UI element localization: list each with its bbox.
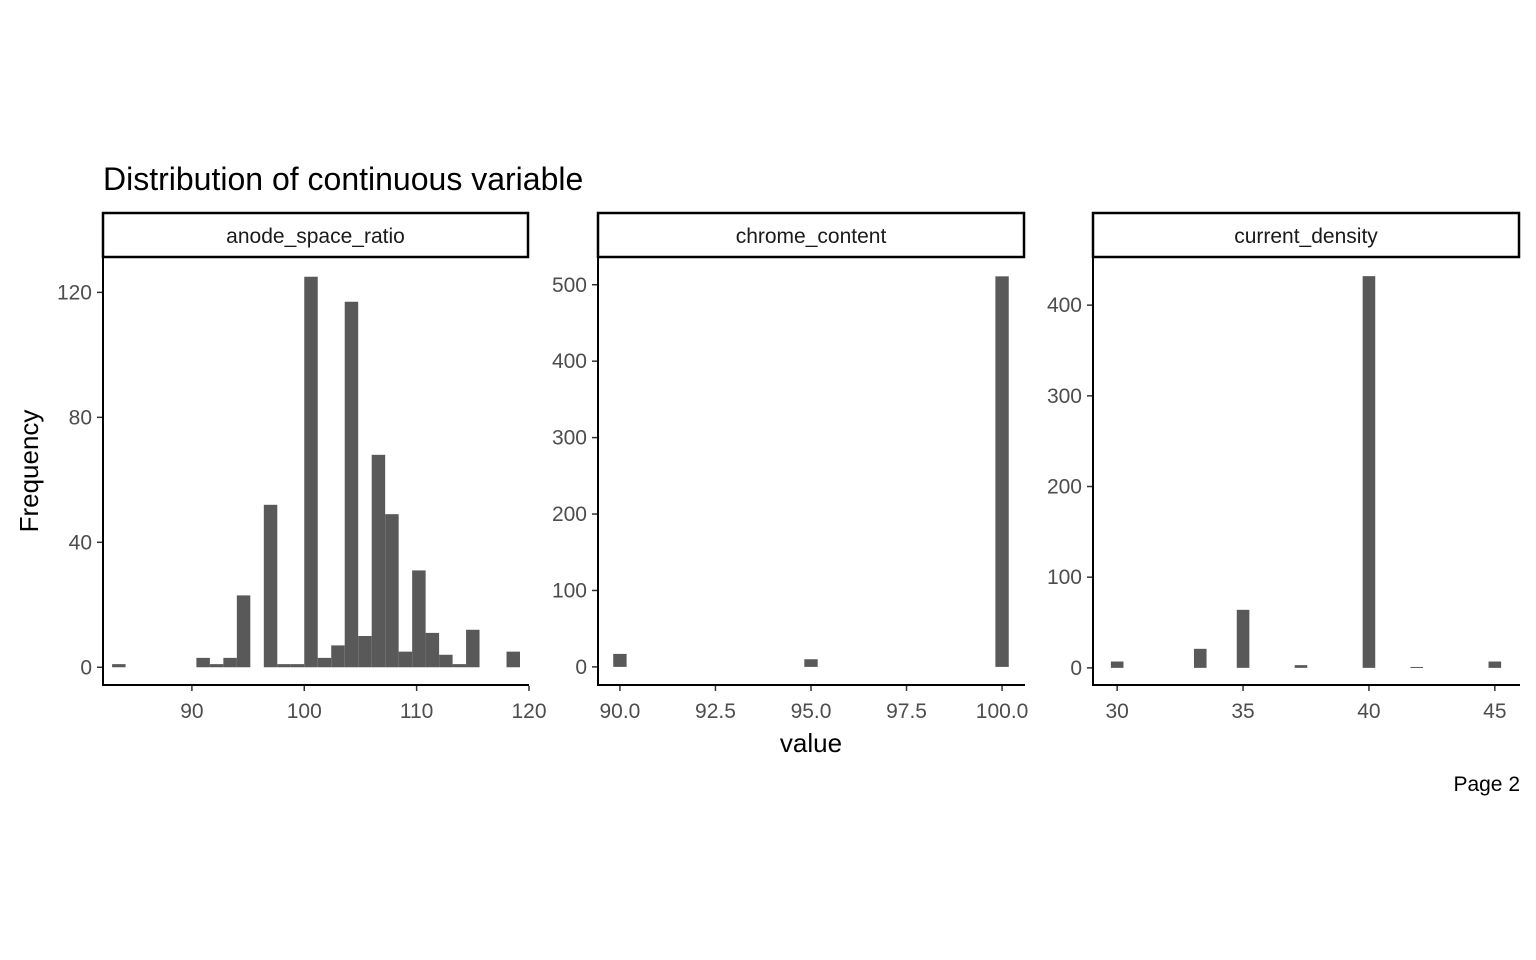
y-tick-label: 500 bbox=[552, 274, 587, 297]
y-tick-label: 100 bbox=[1047, 566, 1082, 589]
x-tick-label: 100 bbox=[287, 700, 322, 723]
y-tick-label: 0 bbox=[1070, 657, 1082, 680]
x-tick-label: 30 bbox=[1105, 700, 1128, 723]
histogram-bar bbox=[304, 276, 318, 668]
histogram-bar bbox=[331, 645, 345, 668]
facet-strip-label: anode_space_ratio bbox=[226, 225, 405, 248]
histogram-bar bbox=[344, 301, 359, 668]
facet-strip bbox=[101, 211, 530, 259]
histogram-bar bbox=[452, 664, 467, 668]
facet-strip-label: chrome_content bbox=[736, 225, 887, 248]
facet-panels: anode_space_ratio 0 40 80 120 90 100 110 120 chro… bbox=[57, 211, 1521, 723]
x-tick-label: 90 bbox=[180, 700, 203, 723]
y-tick-label: 300 bbox=[552, 427, 587, 450]
x-tick-label: 35 bbox=[1231, 700, 1254, 723]
histogram-bar bbox=[1294, 665, 1308, 668]
facet-current_density: current_density 0 100 200 300 400 30 35 40 45 bbox=[1047, 211, 1521, 723]
histogram-bar bbox=[1193, 648, 1207, 668]
x-tick-label: 97.5 bbox=[886, 700, 927, 723]
histogram-bar bbox=[371, 454, 386, 668]
facet-strip bbox=[1091, 211, 1521, 259]
chart-title: Distribution of continuous variable bbox=[103, 161, 583, 197]
histogram-bar bbox=[439, 654, 453, 668]
x-tick-label: 40 bbox=[1357, 700, 1380, 723]
y-axis-title: Frequency bbox=[14, 410, 44, 533]
histogram-bar bbox=[385, 514, 399, 668]
y-tick-label: 40 bbox=[69, 531, 92, 554]
histogram-bar bbox=[506, 651, 521, 668]
histogram-bar bbox=[358, 636, 372, 668]
histogram-bar bbox=[209, 664, 224, 668]
y-tick-label: 80 bbox=[69, 406, 92, 429]
facet-chrome_content: chrome_content 0 100 200 300 400 500 90.0 92.5 95… bbox=[552, 211, 1029, 723]
histogram-bar bbox=[995, 276, 1009, 667]
y-tick-label: 300 bbox=[1047, 385, 1082, 408]
histogram-bar bbox=[466, 629, 480, 668]
x-tick-label: 90.0 bbox=[599, 700, 640, 723]
histogram-bar bbox=[263, 504, 278, 668]
x-tick-label: 92.5 bbox=[695, 700, 736, 723]
histogram-bar bbox=[1236, 609, 1250, 668]
histogram-bar bbox=[1362, 276, 1376, 668]
page-label: Page 2 bbox=[1453, 773, 1520, 796]
histogram-bar bbox=[277, 664, 291, 668]
histogram-bar bbox=[112, 664, 126, 668]
histogram-bar bbox=[317, 657, 332, 668]
y-tick-label: 200 bbox=[1047, 476, 1082, 499]
x-tick-label: 100.0 bbox=[976, 700, 1029, 723]
histogram-bar bbox=[1410, 666, 1424, 668]
y-tick-label: 120 bbox=[57, 281, 92, 304]
x-axis-title: value bbox=[780, 728, 842, 758]
histogram-bar bbox=[1488, 661, 1502, 668]
y-tick-label: 400 bbox=[1047, 294, 1082, 317]
histogram-bar bbox=[1110, 661, 1124, 668]
histogram-bar bbox=[613, 653, 627, 667]
facet-strip-label: current_density bbox=[1234, 225, 1378, 248]
histogram-bar bbox=[398, 651, 413, 668]
x-tick-label: 120 bbox=[511, 700, 546, 723]
x-tick-label: 45 bbox=[1483, 700, 1506, 723]
histogram-bar bbox=[196, 657, 210, 668]
histogram-bar bbox=[236, 595, 251, 668]
y-tick-label: 100 bbox=[552, 579, 587, 602]
facet-anode_space_ratio: anode_space_ratio 0 40 80 120 90 100 110 120 bbox=[57, 211, 547, 723]
histogram-bar bbox=[290, 664, 305, 668]
x-tick-label: 95.0 bbox=[791, 700, 832, 723]
histogram-bar bbox=[223, 657, 237, 668]
y-tick-label: 200 bbox=[552, 503, 587, 526]
facet-strip bbox=[596, 211, 1026, 259]
y-tick-label: 0 bbox=[575, 656, 587, 679]
histogram-bar bbox=[412, 570, 426, 668]
x-tick-label: 110 bbox=[400, 700, 433, 723]
y-tick-label: 0 bbox=[80, 656, 92, 679]
y-tick-label: 400 bbox=[552, 350, 587, 373]
histogram-bar bbox=[804, 659, 818, 667]
histogram-bar bbox=[425, 632, 440, 668]
